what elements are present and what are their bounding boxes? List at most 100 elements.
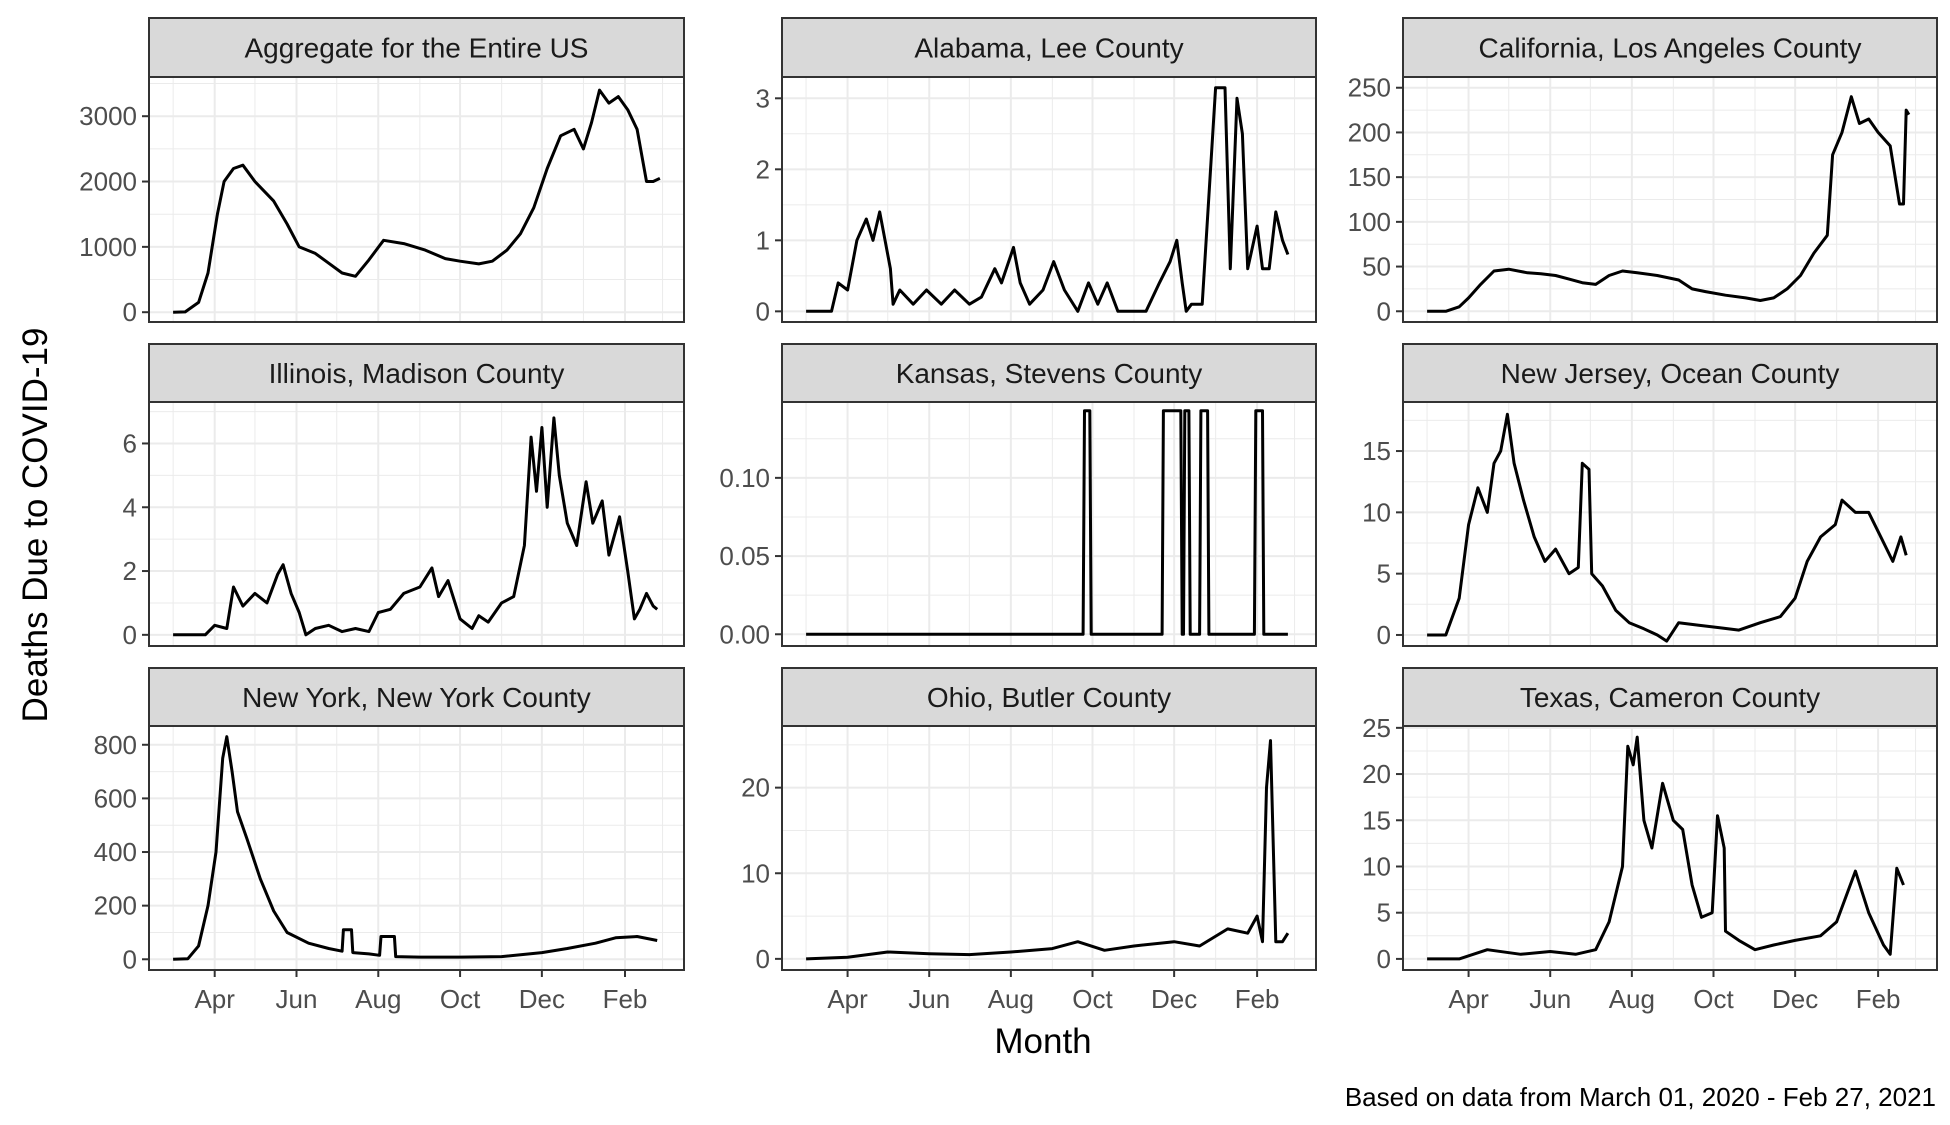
strip-background [781, 343, 1317, 403]
strip-background [781, 667, 1317, 727]
y-tick-label: 2 [756, 154, 770, 184]
y-tick-label: 1 [756, 225, 770, 255]
y-tick-label: 1000 [79, 232, 137, 262]
x-tick-label: Oct [1693, 984, 1734, 1014]
panel: Ohio, Butler County 0 10 20 [741, 667, 1317, 974]
y-tick-label: 200 [94, 891, 137, 921]
series-line [1427, 735, 1905, 961]
y-tick-label: 800 [94, 730, 137, 760]
y-tick-label: 5 [1377, 559, 1391, 589]
series-line [806, 86, 1290, 313]
x-tick-label: Feb [1856, 984, 1901, 1014]
y-tick-label: 10 [741, 858, 770, 888]
panel-title: Texas, Cameron County [1520, 682, 1820, 713]
y-tick-label: 100 [1348, 207, 1391, 237]
panel-title: Illinois, Madison County [269, 358, 565, 389]
y-tick-label: 0.05 [719, 541, 770, 571]
y-tick-label: 0.10 [719, 463, 770, 493]
x-tick-label: Dec [1151, 984, 1197, 1014]
strip-background [148, 343, 685, 403]
y-tick-label: 250 [1348, 73, 1391, 103]
series-line [173, 735, 658, 961]
x-tick-label: Aug [988, 984, 1034, 1014]
gridlines [1403, 77, 1937, 322]
gridlines [782, 77, 1316, 322]
strip-background [1402, 667, 1938, 727]
strip-background [1402, 343, 1938, 403]
gridlines [782, 402, 1316, 646]
y-tick-label: 20 [1362, 759, 1391, 789]
panel-title: Alabama, Lee County [914, 33, 1183, 64]
y-tick-label: 0 [1377, 296, 1391, 326]
y-tick-label: 0 [123, 620, 137, 650]
y-tick-label: 0 [1377, 944, 1391, 974]
x-tick-label: Aug [355, 984, 401, 1014]
series-line [1427, 412, 1908, 643]
y-tick-label: 400 [94, 837, 137, 867]
panel-background [149, 726, 684, 970]
panel-title: Kansas, Stevens County [896, 358, 1203, 389]
panel: Kansas, Stevens County 0.00 0.05 0.10 [719, 343, 1317, 649]
y-tick-label: 0 [123, 944, 137, 974]
y-tick-label: 0 [756, 296, 770, 326]
panel: Illinois, Madison County 0 2 4 6 [123, 343, 685, 650]
x-tick-label: Apr [827, 984, 868, 1014]
x-tick-label: Dec [1772, 984, 1818, 1014]
y-tick-label: 0 [1377, 620, 1391, 650]
panel: Aggregate for the Entire US 0 1000 2000 3000 [79, 17, 685, 327]
panel-background [1403, 726, 1937, 970]
x-tick-label: Aug [1609, 984, 1655, 1014]
y-tick-label: 50 [1362, 252, 1391, 282]
panel: Alabama, Lee County 0 1 2 3 [756, 17, 1317, 326]
y-tick-label: 3000 [79, 101, 137, 131]
panels-layer: Aggregate for the Entire US0100020003000… [79, 17, 1938, 974]
panel-title: Aggregate for the Entire US [245, 33, 589, 64]
y-tick-label: 4 [123, 492, 137, 522]
y-tick-label: 15 [1362, 805, 1391, 835]
gridlines [149, 77, 684, 322]
x-tick-label: Oct [440, 984, 481, 1014]
x-tick-label: Jun [276, 984, 318, 1014]
gridlines [1403, 726, 1937, 970]
panel: New York, New York County 0 200 400 600 800 [94, 667, 685, 974]
y-tick-label: 5 [1377, 898, 1391, 928]
x-axis-layer: Apr Jun Aug Oct Dec Feb Apr Jun Aug Oct Dec Feb Apr J… [194, 970, 1901, 1014]
y-tick-label: 600 [94, 783, 137, 813]
caption: Based on data from March 01, 2020 - Feb … [1345, 1082, 1936, 1112]
panel-background [782, 402, 1316, 646]
gridlines [149, 726, 684, 970]
y-tick-label: 10 [1362, 851, 1391, 881]
y-tick-label: 15 [1362, 436, 1391, 466]
y-tick-label: 200 [1348, 117, 1391, 147]
series-line [173, 416, 659, 637]
panel-background [782, 726, 1316, 970]
gridlines [782, 726, 1316, 970]
y-tick-label: 2000 [79, 167, 137, 197]
series-line [173, 88, 661, 314]
strip-background [148, 667, 685, 727]
panel: California, Los Angeles County 0 50 100 150 2… [1348, 17, 1938, 326]
gridlines [1403, 402, 1937, 646]
y-tick-label: 10 [1362, 497, 1391, 527]
x-tick-label: Dec [519, 984, 565, 1014]
x-tick-label: Apr [1448, 984, 1489, 1014]
strip-background [1402, 17, 1938, 78]
y-tick-label: 2 [123, 556, 137, 586]
panel: Texas, Cameron County 0 5 10 15 20 25 [1362, 667, 1938, 974]
panel-title: California, Los Angeles County [1479, 33, 1862, 64]
x-tick-label: Apr [194, 984, 235, 1014]
y-tick-label: 0 [756, 944, 770, 974]
series-line [1427, 95, 1911, 313]
strip-background [781, 17, 1317, 78]
x-tick-label: Jun [908, 984, 950, 1014]
x-axis-title: Month [994, 1022, 1091, 1061]
y-tick-label: 0.00 [719, 619, 770, 649]
y-tick-label: 0 [123, 297, 137, 327]
x-tick-label: Oct [1072, 984, 1113, 1014]
y-tick-label: 25 [1362, 713, 1391, 743]
panel-title: Ohio, Butler County [927, 682, 1171, 713]
panel-title: New York, New York County [242, 682, 591, 713]
y-tick-label: 20 [741, 773, 770, 803]
strip-background [148, 17, 685, 78]
